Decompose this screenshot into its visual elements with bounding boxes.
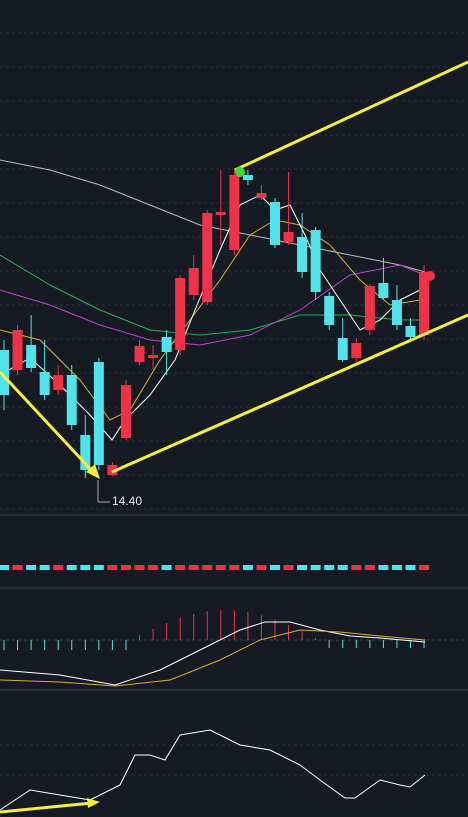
candle-body [107, 465, 118, 475]
volume-bar [297, 565, 308, 570]
volume-bar [12, 565, 23, 570]
candle-body [405, 326, 416, 337]
candle-body [256, 193, 267, 198]
ma-line [0, 159, 426, 273]
volume-bar [175, 565, 186, 570]
volume-bar [405, 565, 416, 570]
arrow-head [86, 464, 100, 479]
marker [235, 167, 245, 177]
volume-bar [242, 565, 253, 570]
candle-body [148, 355, 159, 358]
arrow-head [87, 798, 100, 808]
candle-body [161, 337, 172, 352]
candle-body [134, 346, 145, 362]
trend-line [0, 370, 97, 476]
volume-bar [134, 565, 145, 570]
volume-bar [364, 565, 375, 570]
volume-bar [53, 565, 64, 570]
volume-bar [107, 565, 118, 570]
volume-bar [419, 565, 430, 570]
volume-bar [93, 565, 104, 570]
volume-bar [161, 565, 172, 570]
volume-bar [188, 565, 199, 570]
candle-body [310, 230, 321, 292]
volume-bar [378, 565, 389, 570]
volume-bar [337, 565, 348, 570]
volume-bar [270, 565, 280, 570]
volume-bar [120, 565, 131, 570]
candle-body [175, 278, 186, 350]
trend-line [234, 60, 468, 172]
candle-body [12, 330, 23, 370]
volume-bar [202, 565, 213, 570]
candle-body [215, 212, 226, 215]
candle-body [229, 175, 240, 250]
volume-bar [66, 565, 77, 570]
macd-bars [3, 610, 425, 650]
candle-body [270, 202, 280, 245]
volume-bar [310, 565, 321, 570]
candle-body [283, 232, 294, 242]
volume-bar [324, 565, 335, 570]
volume-bar [229, 565, 240, 570]
candle-body [337, 338, 348, 360]
trend-line [0, 801, 93, 814]
ma-line [0, 254, 425, 336]
candle-body [188, 268, 199, 295]
candle-body [364, 286, 375, 330]
candle-body [297, 237, 308, 272]
marker [425, 271, 435, 281]
volume-bar [391, 565, 402, 570]
trend-line [111, 313, 468, 474]
candle-body [202, 213, 213, 302]
kdj-line [0, 729, 426, 811]
volume-bar [0, 565, 9, 570]
candle-body [324, 296, 335, 325]
volume-bar [256, 565, 267, 570]
candle-body [26, 345, 37, 368]
ma-line [0, 264, 426, 346]
volume-bar [26, 565, 37, 570]
candle-body [53, 375, 64, 390]
volume-bar [215, 565, 226, 570]
volume-bar [351, 565, 362, 570]
low-label: 14.40 [112, 494, 142, 508]
volume-bar [39, 565, 50, 570]
candle-body [120, 385, 131, 438]
candle-body [391, 300, 402, 325]
grid [0, 32, 468, 510]
candle-body [93, 362, 104, 465]
macd-line [0, 621, 426, 686]
candle-body [0, 350, 9, 395]
volume-panel [0, 565, 430, 570]
candle-body [66, 375, 77, 425]
candle-body [419, 272, 430, 335]
candle-body [39, 372, 50, 395]
volume-bar [283, 565, 294, 570]
candle-body [378, 283, 389, 298]
signal-line [0, 629, 426, 687]
volume-bar [80, 565, 91, 570]
ma-line [0, 219, 421, 421]
candle-body [351, 343, 362, 358]
candles [0, 168, 430, 478]
candle-body [242, 175, 253, 180]
candle-body [80, 435, 91, 470]
volume-bar [148, 565, 159, 570]
